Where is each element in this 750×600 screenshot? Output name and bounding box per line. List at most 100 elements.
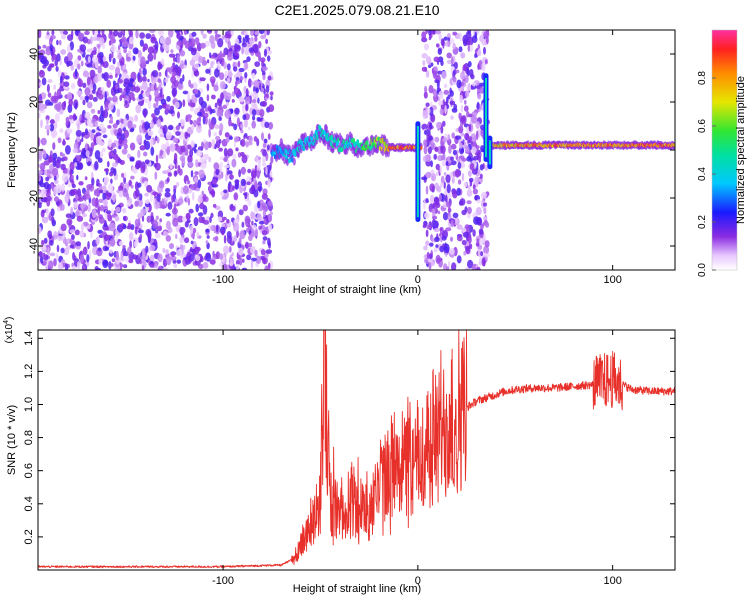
spectrogram-noise-0: [222, 104, 228, 110]
spectrogram-noise-0: [96, 178, 100, 187]
spectrogram-noise-0: [209, 52, 212, 59]
spectrogram-noise-0: [164, 107, 170, 114]
spectrogram-noise-0: [90, 35, 93, 45]
spectrogram-noise-0: [183, 30, 188, 36]
spectrogram-noise-1: [426, 56, 432, 65]
spectrogram-noise-0: [171, 71, 176, 77]
spectrogram-noise-0: [60, 33, 66, 40]
spectrogram-noise-0: [147, 78, 150, 83]
spectrogram-signal-halo: [310, 130, 314, 139]
spectrogram-noise-0: [211, 138, 215, 148]
spectrogram-noise-1: [448, 144, 452, 154]
spectrogram-noise-0: [265, 166, 268, 175]
spectrogram-noise-0: [145, 33, 152, 40]
spectrogram-noise-0: [267, 75, 272, 81]
spectrogram-noise-0: [160, 88, 163, 98]
spectrogram-noise-0: [168, 30, 174, 38]
spectrogram-noise-0: [97, 208, 100, 216]
spectrogram-noise-0: [213, 132, 217, 137]
spectrogram-noise-0: [70, 64, 75, 71]
spectrogram-noise-0: [245, 142, 249, 147]
spectrogram-noise-0: [257, 186, 263, 192]
spectrogram-noise-1: [463, 105, 469, 112]
spectrogram-noise-0: [254, 249, 258, 257]
spectrogram-noise-0: [86, 254, 90, 263]
spectrogram-noise-0: [122, 40, 129, 48]
spectrogram-noise-0: [262, 74, 266, 81]
spectrogram-noise-0: [73, 201, 79, 209]
spectrogram-noise-0: [267, 178, 271, 188]
spectrogram-noise-0: [123, 78, 130, 85]
spectrogram-noise-0: [45, 115, 50, 121]
spectrogram-noise-1: [450, 156, 454, 161]
spectrogram-noise-0: [72, 148, 79, 154]
spectrogram-noise-0: [96, 91, 99, 98]
spectrogram-noise-0: [38, 112, 41, 119]
spectrogram-noise-1: [450, 143, 457, 150]
spectrogram-noise-1: [457, 179, 462, 185]
spectrogram-noise-0: [190, 184, 195, 191]
spectrogram-noise-1: [483, 46, 486, 55]
spectrogram-noise-0: [69, 169, 73, 177]
spectrogram-noise-0: [63, 247, 70, 256]
spectrogram-noise-0: [200, 101, 207, 109]
spectrogram-noise-1: [467, 185, 471, 190]
spectrogram-noise-1: [483, 233, 486, 243]
spectrogram-noise-1: [442, 152, 446, 161]
spectrogram-noise-0: [82, 36, 88, 44]
spectrogram-xtick-label: 100: [603, 274, 621, 286]
spectrogram-noise-0: [256, 116, 261, 122]
spectrogram-noise-0: [210, 61, 214, 69]
spectrogram-noise-1: [479, 164, 484, 171]
spectrogram-noise-1: [467, 30, 472, 35]
spectrogram-noise-0: [165, 235, 171, 242]
spectrogram-noise-0: [53, 186, 58, 196]
spectrogram-noise-0: [214, 30, 218, 35]
spectrogram-noise-0: [218, 147, 223, 152]
spectrogram-noise-0: [147, 53, 154, 62]
spectrogram-noise-0: [227, 170, 233, 176]
spectrogram-noise-0: [261, 132, 264, 141]
spectrogram-noise-1: [464, 145, 470, 153]
spectrogram-noise-0: [184, 131, 189, 140]
spectrogram-noise-1: [446, 266, 450, 270]
spectrogram-noise-1: [463, 231, 470, 238]
spectrogram-noise-0: [145, 229, 151, 236]
spectrogram-noise-0: [269, 211, 273, 216]
spectrogram-noise-0: [169, 163, 173, 170]
spectrogram-noise-0: [198, 169, 205, 179]
spectrogram-noise-1: [455, 135, 462, 140]
spectrogram-noise-0: [240, 76, 244, 80]
spectrogram-noise-0: [113, 210, 117, 216]
spectrogram-noise-1: [435, 254, 441, 264]
spectrogram-noise-0: [40, 188, 47, 197]
spectrogram-noise-0: [226, 77, 231, 83]
spectrogram-noise-0: [190, 240, 194, 245]
spectrogram-noise-1: [425, 171, 432, 179]
spectrogram-signal-blob: [365, 140, 369, 146]
spectrogram-noise-1: [447, 40, 451, 48]
spectrogram-noise-1: [461, 172, 465, 182]
spectrogram-noise-0: [102, 109, 109, 119]
spectrogram-noise-0: [206, 94, 210, 102]
spectrogram-noise-0: [137, 212, 143, 219]
spectrogram-noise-0: [173, 203, 177, 213]
spectrogram-noise-1: [437, 70, 443, 75]
spectrogram-noise-0: [159, 36, 166, 44]
spectrogram-noise-0: [127, 246, 132, 255]
spectrogram-noise-1: [432, 30, 436, 35]
spectrogram-noise-1: [443, 89, 450, 95]
spectrogram-noise-0: [108, 53, 112, 63]
spectrogram-noise-0: [113, 30, 119, 37]
spectrogram-noise-0: [91, 208, 97, 219]
spectrogram-noise-0: [65, 116, 70, 123]
spectrogram-noise-0: [267, 144, 270, 150]
spectrogram-noise-0: [262, 156, 266, 164]
spectrogram-noise-0: [203, 153, 209, 161]
spectrogram-noise-0: [234, 136, 240, 143]
spectrogram-noise-0: [227, 40, 231, 50]
spectrogram-noise-0: [174, 80, 179, 87]
spectrogram-noise-0: [201, 190, 204, 196]
spectrogram-noise-0: [165, 220, 171, 230]
spectrogram-noise-0: [39, 255, 44, 264]
